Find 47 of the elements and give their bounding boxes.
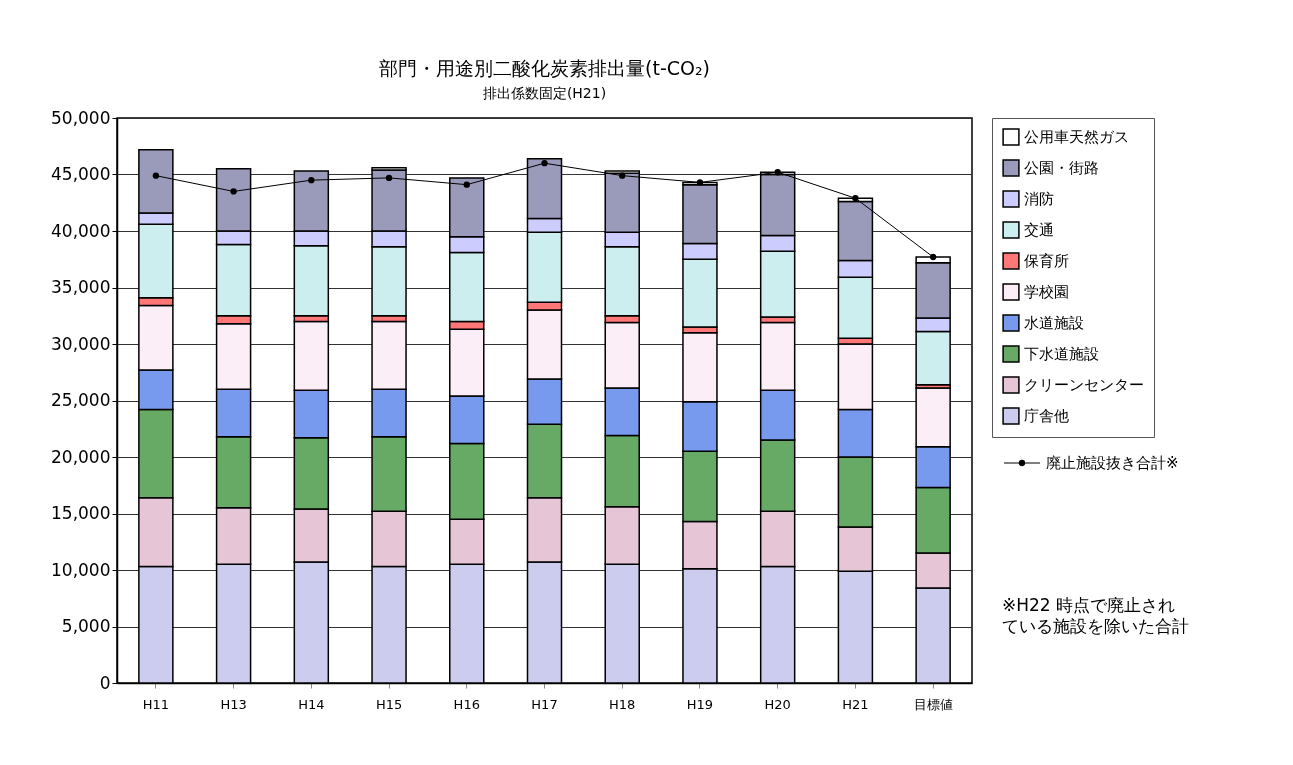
y-tick-label: 15,000 bbox=[51, 503, 111, 523]
point bbox=[230, 188, 237, 195]
y-tick-label: 50,000 bbox=[51, 107, 111, 128]
y-tick-label: 30,000 bbox=[51, 333, 111, 354]
x-tick-label: H17 bbox=[531, 696, 558, 712]
legend-label: 保育所 bbox=[1024, 252, 1069, 270]
point bbox=[929, 253, 937, 261]
x-tick-label: H20 bbox=[764, 696, 791, 712]
legend-label: 廃止施設抜き合計※ bbox=[1046, 454, 1179, 472]
x-tick-label: H14 bbox=[298, 696, 325, 712]
point bbox=[852, 195, 859, 202]
text: ※H22 時点で廃止されている施設を除いた合計 bbox=[1002, 595, 1189, 636]
legend-label: 消防 bbox=[1024, 190, 1054, 208]
y-tick-label: 0 bbox=[99, 672, 111, 693]
point bbox=[541, 160, 548, 167]
x-tick-label: H21 bbox=[842, 696, 869, 712]
y-tick-label: 20,000 bbox=[51, 446, 111, 467]
y-tick-label: 10,000 bbox=[51, 559, 111, 580]
legend-label: 下水道施設 bbox=[1024, 345, 1099, 363]
legend-label: 学校園 bbox=[1024, 283, 1069, 301]
y-tick-label: 25,000 bbox=[51, 390, 111, 410]
legend-label: 水道施設 bbox=[1024, 314, 1084, 332]
point bbox=[619, 172, 626, 179]
legend-label: クリーンセンター bbox=[1024, 376, 1144, 394]
x-tick-label: H11 bbox=[142, 696, 170, 712]
x-tick-label: H18 bbox=[609, 696, 636, 712]
point bbox=[308, 176, 315, 184]
point bbox=[774, 169, 781, 176]
y-tick-label: 35,000 bbox=[51, 277, 111, 297]
legend-label: 庁舎他 bbox=[1024, 407, 1069, 425]
chart-title: 部門・用途別二酸化炭素排出量(t-CO₂) bbox=[379, 57, 710, 79]
point bbox=[385, 174, 393, 182]
point bbox=[463, 181, 470, 188]
x-tick-label: H16 bbox=[453, 696, 480, 712]
x-tick-label: H15 bbox=[375, 696, 403, 712]
x-tick-label: H19 bbox=[686, 696, 714, 712]
x-tick-label: 目標値 bbox=[913, 696, 953, 712]
legend-label: 公用車天然ガス bbox=[1024, 128, 1129, 146]
chart-subtitle: 排出係数固定(H21) bbox=[482, 85, 607, 101]
y-tick-label: 45,000 bbox=[51, 164, 111, 184]
legend-label: 公園・街路 bbox=[1024, 159, 1099, 177]
legend-label: 交通 bbox=[1024, 221, 1054, 239]
y-tick-label: 40,000 bbox=[51, 220, 111, 241]
y-tick-label: 5,000 bbox=[61, 616, 111, 636]
point bbox=[696, 179, 704, 186]
point bbox=[152, 172, 160, 179]
x-tick-label: H13 bbox=[220, 696, 247, 712]
